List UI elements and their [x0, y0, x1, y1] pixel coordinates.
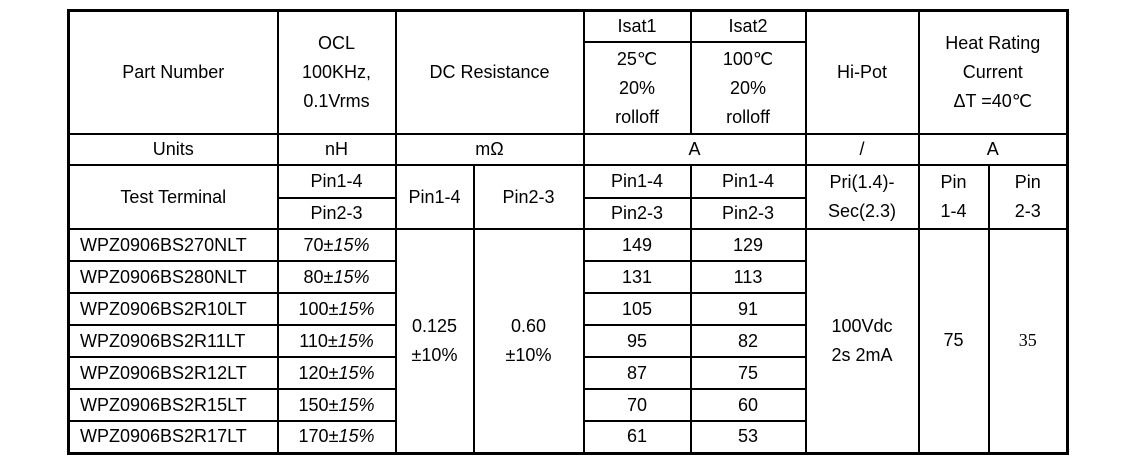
table-row: WPZ0906BS270NLT 70±15% 0.125 ±10% 0.60 ±10…: [67, 228, 1069, 454]
test-heat1: Pin 1-4: [917, 164, 990, 230]
test-terminal-label: Test Terminal: [67, 164, 279, 230]
header-isat1: Isat1: [582, 9, 692, 43]
test-dcr1: Pin1-4: [394, 164, 475, 230]
heat2-value: 35: [987, 228, 1069, 454]
isat2-value: 113: [689, 260, 807, 294]
units-heat: A: [917, 133, 1069, 166]
test-ocl-1: Pin1-4: [276, 164, 397, 199]
dcr1-value: 0.125 ±10%: [394, 228, 475, 454]
part-number: WPZ0906BS2R10LT: [67, 292, 279, 326]
table-row: WPZ0906BS2R12LT 120±15% 87 75: [67, 356, 1068, 390]
spec-table: Part Number OCL 100KHz, 0.1Vrms DC Resista…: [67, 9, 1069, 455]
table-row: WPZ0906BS2R17LT 170±15% 61 53: [67, 420, 1068, 454]
header-isat1-condition: 25℃ 20% rolloff: [582, 41, 692, 135]
ocl-value: 70±15%: [276, 228, 397, 262]
part-number: WPZ0906BS270NLT: [67, 228, 279, 262]
units-hipot: /: [804, 133, 920, 166]
header-dc-resistance: DC Resistance: [394, 9, 585, 135]
test-hipot: Pri(1.4)- Sec(2.3): [804, 164, 920, 230]
units-isat: A: [582, 133, 807, 166]
table-row: WPZ0906BS280NLT 80±15% 131 113: [67, 260, 1068, 294]
header-isat2-condition: 100℃ 20% rolloff: [689, 41, 807, 135]
test-isat2-2: Pin2-3: [689, 197, 807, 230]
isat1-value: 105: [582, 292, 692, 326]
test-dcr2: Pin2-3: [472, 164, 585, 230]
test-ocl-2: Pin2-3: [276, 197, 397, 230]
table-row: WPZ0906BS2R11LT 110±15% 95 82: [67, 324, 1068, 358]
header-ocl: OCL 100KHz, 0.1Vrms: [276, 9, 397, 135]
heat1-value: 75: [917, 228, 990, 454]
test-heat2: Pin 2-3: [987, 164, 1069, 230]
ocl-value: 110±15%: [276, 324, 397, 358]
part-number: WPZ0906BS2R17LT: [67, 420, 279, 454]
ocl-value: 100±15%: [276, 292, 397, 326]
header-heat-rating: Heat Rating Current ΔT =40℃: [917, 9, 1069, 135]
table-row: WPZ0906BS2R10LT 100±15% 105 91: [67, 292, 1068, 326]
header-hipot: Hi-Pot: [804, 9, 920, 135]
ocl-value: 170±15%: [276, 420, 397, 454]
test-isat2-1: Pin1-4: [689, 164, 807, 199]
header-part-number: Part Number: [67, 9, 279, 135]
ocl-value: 80±15%: [276, 260, 397, 294]
isat1-value: 87: [582, 356, 692, 390]
units-ocl: nH: [276, 133, 397, 166]
isat1-value: 149: [582, 228, 692, 262]
isat1-value: 61: [582, 420, 692, 454]
isat2-value: 82: [689, 324, 807, 358]
isat2-value: 129: [689, 228, 807, 262]
part-number: WPZ0906BS2R15LT: [67, 388, 279, 422]
isat2-value: 75: [689, 356, 807, 390]
table-row: WPZ0906BS2R15LT 150±15% 70 60: [67, 388, 1068, 422]
isat2-value: 91: [689, 292, 807, 326]
units-dcr: mΩ: [394, 133, 585, 166]
test-isat1-1: Pin1-4: [582, 164, 692, 199]
ocl-value: 150±15%: [276, 388, 397, 422]
part-number: WPZ0906BS2R11LT: [67, 324, 279, 358]
hipot-value: 100Vdc 2s 2mA: [804, 228, 920, 454]
ocl-value: 120±15%: [276, 356, 397, 390]
isat2-value: 60: [689, 388, 807, 422]
test-isat1-2: Pin2-3: [582, 197, 692, 230]
header-isat2: Isat2: [689, 9, 807, 43]
isat1-value: 70: [582, 388, 692, 422]
isat1-value: 131: [582, 260, 692, 294]
isat2-value: 53: [689, 420, 807, 454]
part-number: WPZ0906BS2R12LT: [67, 356, 279, 390]
dcr2-value: 0.60 ±10%: [472, 228, 585, 454]
part-number: WPZ0906BS280NLT: [67, 260, 279, 294]
isat1-value: 95: [582, 324, 692, 358]
units-label: Units: [67, 133, 279, 166]
